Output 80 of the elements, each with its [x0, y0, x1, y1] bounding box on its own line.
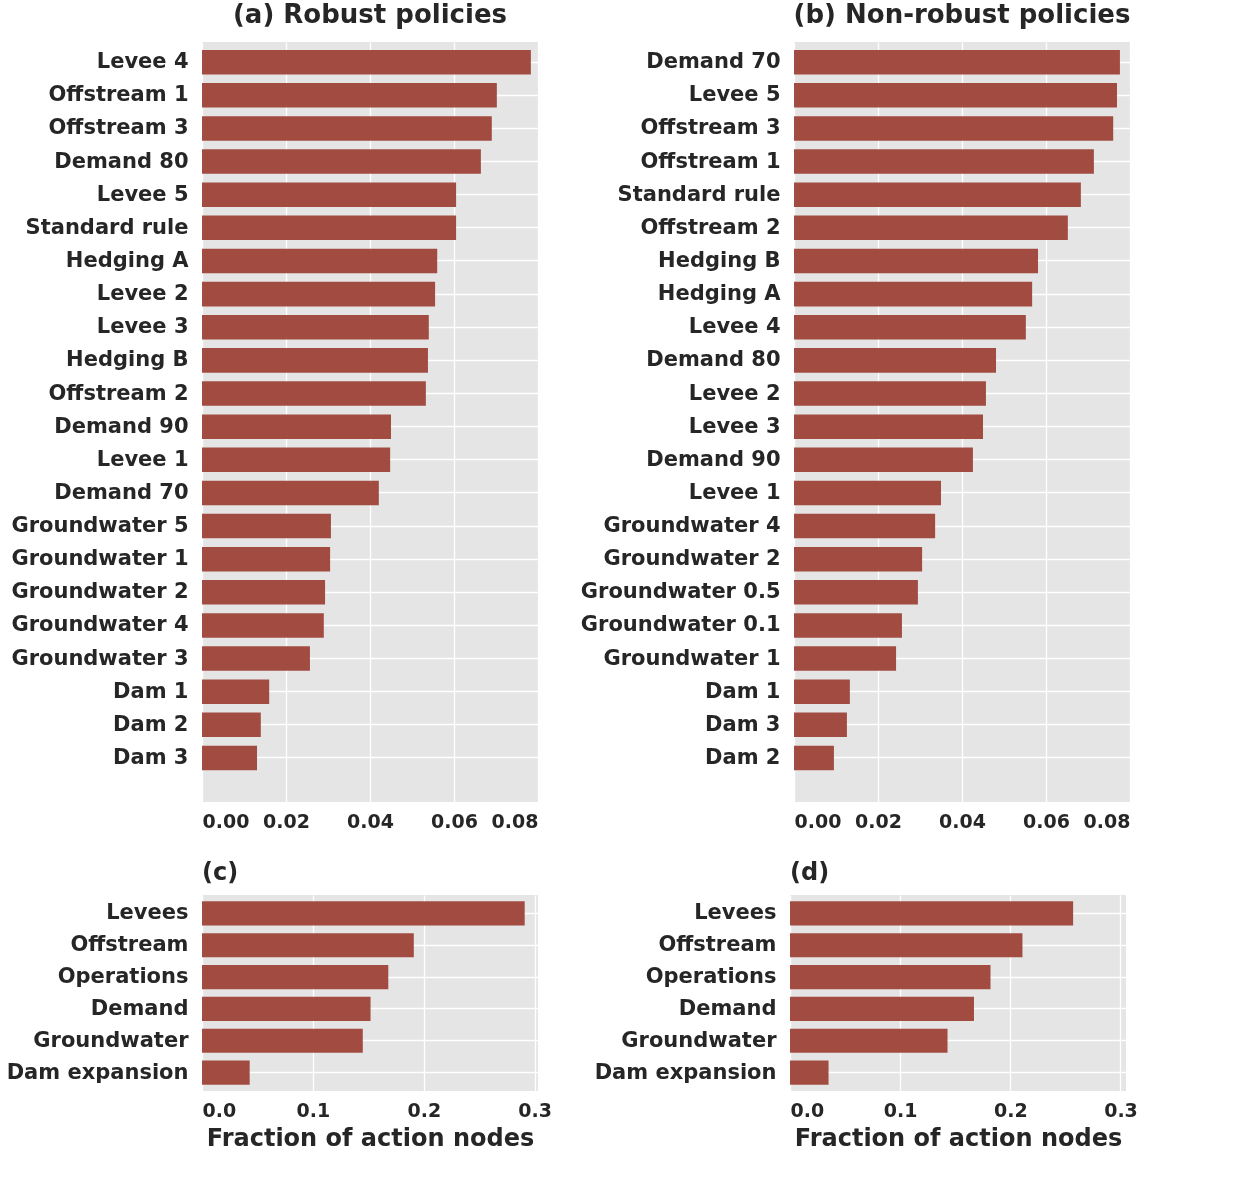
y-tick-label: Offstream 1 — [640, 148, 781, 173]
y-tick-label: Offstream 2 — [48, 380, 189, 405]
y-tick-label: Groundwater — [621, 1027, 778, 1052]
y-tick-label: Demand 70 — [646, 49, 781, 74]
y-tick-label: Groundwater 1 — [11, 546, 189, 571]
y-tick-label: Demand 70 — [54, 479, 189, 504]
y-tick-label: Groundwater 4 — [603, 513, 781, 538]
x-tick-label: 0.2 — [407, 1098, 442, 1121]
y-tick-label: Groundwater 0.5 — [580, 579, 781, 604]
y-tick-label: Hedging A — [657, 281, 782, 306]
y-tick-label: Groundwater 5 — [11, 513, 189, 538]
x-tick-label: 0.00 — [202, 809, 250, 832]
x-tick-label: 0.08 — [1083, 809, 1131, 832]
y-tick-label: Operations — [645, 964, 777, 989]
y-tick-label: Levee 4 — [688, 314, 781, 339]
y-tick-label: Hedging B — [658, 247, 781, 272]
x-axis-title: Fraction of action nodes — [206, 1123, 535, 1152]
y-tick-label: Levee 4 — [96, 49, 189, 74]
y-tick-label: Groundwater 1 — [603, 645, 781, 670]
y-tick-label: Dam 3 — [113, 744, 189, 769]
y-tick-label: Groundwater 0.1 — [580, 612, 781, 637]
y-tick-label: Levee 5 — [688, 82, 781, 107]
x-tick-label: 0.02 — [263, 809, 310, 832]
chart-title: (a) Robust policies — [232, 0, 508, 29]
y-tick-label: Hedging A — [65, 247, 190, 272]
y-tick-label: Groundwater — [33, 1027, 190, 1052]
y-tick-label: Levees — [694, 900, 777, 925]
y-tick-label: Demand 90 — [646, 446, 781, 471]
x-tick-label: 0.1 — [296, 1098, 331, 1121]
y-tick-label: Dam expansion — [6, 1059, 189, 1084]
y-tick-label: Levee 3 — [96, 314, 189, 339]
x-tick-label: 0.3 — [1104, 1098, 1138, 1121]
chart-title: (b) Non-robust policies — [793, 0, 1131, 29]
x-tick-label: 0.04 — [347, 809, 394, 832]
y-tick-label: Operations — [57, 964, 189, 989]
y-tick-label: Groundwater 3 — [11, 645, 189, 670]
y-tick-label: Standard rule — [617, 181, 781, 206]
y-tick-label: Groundwater 2 — [11, 579, 189, 604]
y-tick-label: Offstream — [658, 932, 777, 957]
y-tick-label: Dam 1 — [113, 678, 189, 703]
y-tick-label: Hedging B — [66, 347, 189, 372]
y-tick-label: Dam expansion — [594, 1059, 777, 1084]
y-tick-label: Demand — [678, 995, 777, 1020]
y-tick-label: Levee 1 — [688, 479, 781, 504]
x-tick-label: 0.06 — [1023, 809, 1070, 832]
y-tick-label: Offstream — [70, 932, 189, 957]
y-tick-label: Offstream 3 — [48, 115, 189, 140]
y-tick-label: Demand — [90, 995, 189, 1020]
y-tick-label: Demand 80 — [646, 347, 781, 372]
y-tick-label: Levee 5 — [96, 181, 189, 206]
y-tick-label: Levee 1 — [96, 446, 189, 471]
x-tick-label: 0.3 — [518, 1098, 553, 1121]
x-tick-label: 0.08 — [491, 809, 539, 832]
x-tick-label: 0.0 — [790, 1098, 825, 1121]
y-tick-label: Offstream 3 — [640, 115, 781, 140]
x-tick-label: 0.00 — [794, 809, 842, 832]
y-tick-label: Dam 3 — [705, 711, 781, 736]
y-tick-label: Groundwater 2 — [603, 546, 781, 571]
x-tick-label: 0.06 — [431, 809, 478, 832]
y-tick-label: Levee 3 — [688, 413, 781, 438]
chart-title: (c) — [202, 858, 239, 886]
x-tick-label: 0.1 — [883, 1098, 918, 1121]
x-tick-label: 0.02 — [855, 809, 902, 832]
y-tick-label: Offstream 1 — [48, 82, 189, 107]
x-tick-label: 0.0 — [202, 1098, 237, 1121]
x-axis-title: Fraction of action nodes — [794, 1123, 1123, 1152]
y-tick-label: Demand 80 — [54, 148, 189, 173]
y-tick-label: Levee 2 — [96, 281, 189, 306]
y-tick-label: Dam 2 — [705, 744, 781, 769]
y-tick-label: Demand 90 — [54, 413, 189, 438]
y-tick-label: Levees — [106, 900, 189, 925]
y-tick-label: Standard rule — [25, 214, 189, 239]
y-tick-label: Dam 2 — [113, 711, 189, 736]
y-tick-label: Offstream 2 — [640, 214, 781, 239]
y-tick-label: Levee 2 — [688, 380, 781, 405]
x-tick-label: 0.2 — [993, 1098, 1028, 1121]
y-tick-label: Dam 1 — [705, 678, 781, 703]
x-tick-label: 0.04 — [939, 809, 986, 832]
y-tick-label: Groundwater 4 — [11, 612, 189, 637]
chart-title: (d) — [790, 858, 830, 886]
